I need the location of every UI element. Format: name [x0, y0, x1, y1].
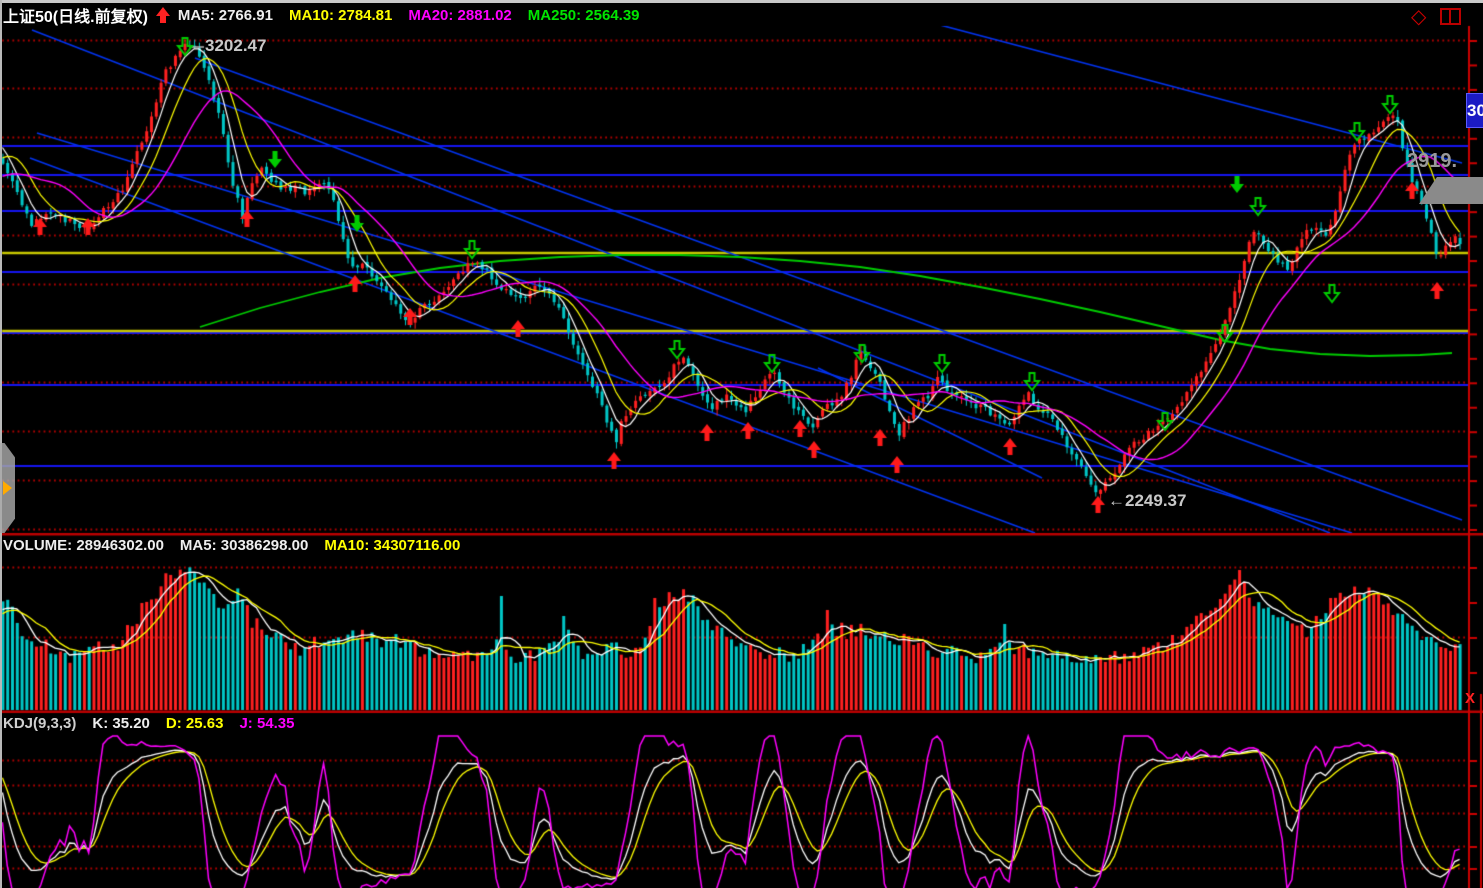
close-indicator-button[interactable]: X: [1465, 690, 1476, 707]
volume-value: VOLUME: 28946302.00: [3, 536, 164, 554]
peak-price-label: 3202.47: [205, 36, 267, 55]
axis-price-badge: 30: [1466, 93, 1483, 128]
ma5-value: MA5: 2766.91: [177, 6, 273, 24]
window-top-edge: [0, 0, 1483, 3]
ma250-value: MA250: 2564.39: [527, 6, 640, 24]
last-price-label: 2919.: [1407, 150, 1458, 172]
up-arrow-icon: [155, 7, 170, 23]
kdj-j-value: J: 54.35: [239, 714, 295, 732]
ma10-value: MA10: 2784.81: [288, 6, 393, 24]
split-window-icon[interactable]: [1440, 8, 1461, 25]
low-price-label: ←2249.37: [1108, 491, 1187, 510]
title-bar: 上证50(日线.前复权) MA5: 2766.91 MA10: 2784.81 …: [3, 5, 656, 27]
kdj-label-bar: KDJ(9,3,3) K: 35.20 D: 25.63 J: 54.35: [3, 714, 311, 732]
ma20-value: MA20: 2881.02: [408, 6, 512, 24]
volume-ma10-value: MA10: 34307116.00: [324, 536, 461, 554]
volume-label-bar: VOLUME: 28946302.00 MA5: 30386298.00 MA1…: [3, 536, 476, 554]
sidebar-expander-handle[interactable]: [0, 443, 15, 533]
diamond-icon[interactable]: ◇: [1411, 6, 1427, 28]
volume-ma5-value: MA5: 30386298.00: [179, 536, 309, 554]
symbol-title: 上证50(日线.前复权): [3, 9, 148, 26]
expand-right-icon: [3, 481, 12, 495]
kdj-k-value: K: 35.20: [92, 714, 150, 732]
kdj-name: KDJ(9,3,3): [3, 714, 77, 732]
kdj-d-value: D: 25.63: [165, 714, 224, 732]
